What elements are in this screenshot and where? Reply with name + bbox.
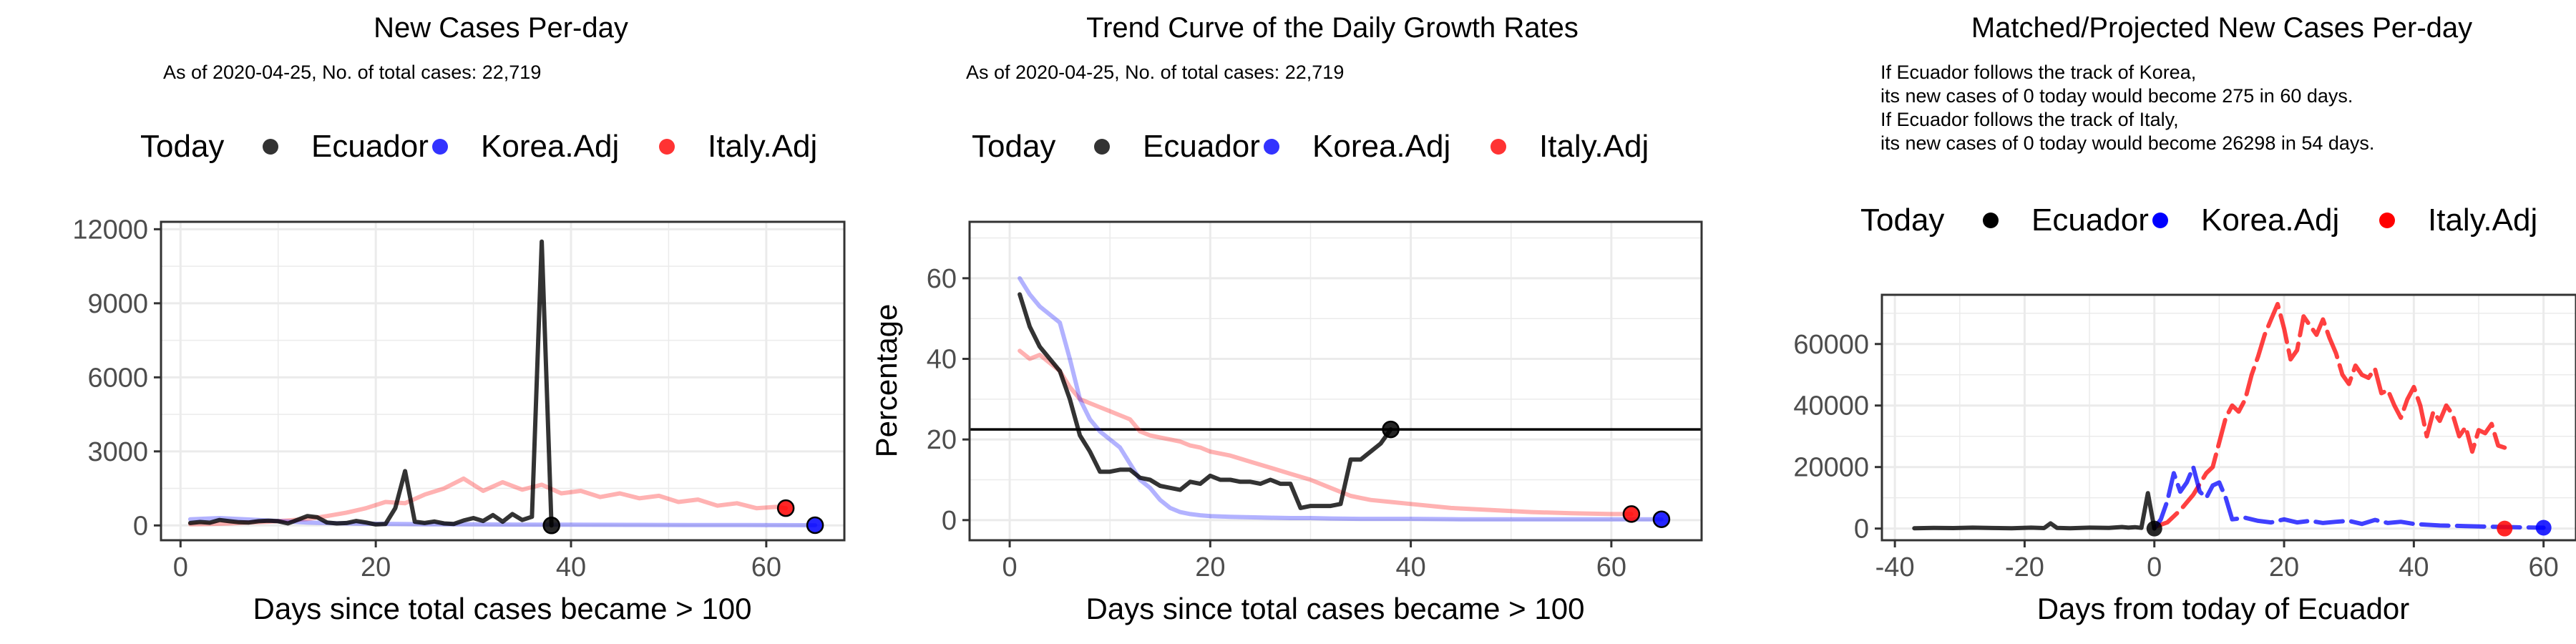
gridlines [970, 222, 1702, 540]
series-line-ecuador [187, 239, 554, 528]
x-tick-label: 20 [1195, 552, 1225, 582]
x-tick-label: 0 [1002, 552, 1017, 582]
legend-label: Italy.Adj [1539, 129, 1649, 164]
y-tick-label: 20 [927, 425, 957, 455]
series-line-italy-adj [1018, 348, 1634, 517]
x-axis-label: Days from today of Ecuador [2037, 592, 2410, 625]
legend-key-korea-adj [1264, 139, 1279, 155]
legend-title: Today [140, 129, 224, 164]
legend-key-ecuador [1983, 213, 1999, 228]
x-tick-label: 40 [556, 552, 586, 582]
x-tick-label: 20 [361, 552, 391, 582]
today-point-korea-adj [806, 516, 824, 535]
plot-background [161, 222, 844, 540]
y-tick-label: 60000 [1793, 330, 1869, 360]
legend-label: Korea.Adj [481, 129, 619, 164]
gridlines [1882, 295, 2576, 540]
today-point-ecuador [2146, 520, 2162, 537]
chart-annotation-line: If Ecuador follows the track of Italy, [1880, 109, 2179, 130]
gridlines [161, 222, 844, 540]
chart-panel-3: Matched/Projected New Cases Per-day If Ec… [1793, 12, 2576, 625]
y-tick-label: 60 [927, 264, 957, 294]
today-point-korea-adj [2535, 519, 2552, 536]
legend-label: Ecuador [2031, 203, 2149, 238]
today-point-italy-adj [1622, 505, 1641, 523]
plot-border [1880, 293, 2576, 542]
today-point-italy-adj [2497, 520, 2513, 537]
y-tick-label: 9000 [87, 289, 148, 319]
legend-key-italy-adj [659, 139, 675, 155]
x-tick-label: -20 [2005, 552, 2044, 582]
chart-title: New Cases Per-day [374, 12, 628, 44]
legend-label: Ecuador [311, 129, 429, 164]
today-point-korea-adj [1652, 510, 1671, 528]
legend-label: Italy.Adj [2428, 203, 2537, 238]
y-axis-label: Percentage [869, 304, 903, 458]
plot-border [968, 220, 1703, 542]
x-tick-label: -40 [1875, 552, 1915, 582]
legend-key-italy-adj [1491, 139, 1506, 155]
chart-panel-2: Trend Curve of the Daily Growth Rates As … [869, 12, 1703, 625]
plot-background [970, 222, 1702, 540]
x-tick-label: 40 [2399, 552, 2429, 582]
legend-key-ecuador [263, 139, 278, 155]
x-tick-label: 40 [1395, 552, 1425, 582]
y-tick-label: 0 [1854, 514, 1869, 545]
chart-title: Trend Curve of the Daily Growth Rates [1086, 12, 1579, 44]
x-tick-label: 60 [2529, 552, 2559, 582]
x-axis-label: Days since total cases became > 100 [1086, 592, 1585, 625]
x-tick-label: 60 [1596, 552, 1626, 582]
today-point-italy-adj [776, 499, 795, 517]
legend-title: Today [1860, 203, 1944, 238]
y-tick-label: 40 [927, 345, 957, 375]
x-tick-label: 60 [751, 552, 781, 582]
chart-subtitle: As of 2020-04-25, No. of total cases: 22… [163, 62, 541, 83]
plot-border [160, 220, 846, 542]
y-tick-label: 0 [133, 511, 148, 541]
x-tick-label: 0 [173, 552, 188, 582]
series-line-korea-adj [1018, 275, 1664, 522]
legend-key-korea-adj [432, 139, 448, 155]
legend-label: Ecuador [1143, 129, 1260, 164]
plot-background [1882, 295, 2576, 540]
y-tick-label: 20000 [1793, 453, 1869, 483]
y-tick-label: 40000 [1793, 391, 1869, 421]
legend-label: Korea.Adj [2201, 203, 2339, 238]
chart-title: Matched/Projected New Cases Per-day [1971, 12, 2472, 44]
series-line-ecuador [1912, 491, 2157, 531]
y-tick-label: 12000 [72, 215, 148, 245]
chart-legend: Today Ecuador Korea.Adj Italy.Adj [140, 129, 817, 164]
x-axis-label: Days since total cases became > 100 [253, 592, 752, 625]
y-tick-label: 3000 [87, 437, 148, 467]
legend-key-korea-adj [2152, 213, 2168, 228]
y-tick-label: 0 [942, 506, 957, 536]
legend-key-ecuador [1094, 139, 1110, 155]
series-line-italy-adj [2152, 301, 2507, 530]
chart-legend: Today Ecuador Korea.Adj Italy.Adj [1860, 203, 2537, 238]
legend-label: Italy.Adj [708, 129, 817, 164]
chart-annotation-line: its new cases of 0 today would become 26… [1880, 132, 2374, 154]
chart-annotation-line: its new cases of 0 today would become 27… [1880, 85, 2353, 107]
legend-label: Korea.Adj [1312, 129, 1450, 164]
y-tick-label: 6000 [87, 363, 148, 393]
x-tick-label: 0 [2147, 552, 2162, 582]
legend-title: Today [972, 129, 1055, 164]
chart-annotation-line: If Ecuador follows the track of Korea, [1880, 62, 2196, 83]
chart-panel-1: New Cases Per-day As of 2020-04-25, No. o… [72, 12, 846, 625]
today-point-ecuador [542, 517, 560, 535]
chart-subtitle: As of 2020-04-25, No. of total cases: 22… [966, 62, 1344, 83]
series-line-ecuador [1018, 292, 1393, 510]
x-tick-label: 20 [2269, 552, 2299, 582]
chart-legend: Today Ecuador Korea.Adj Italy.Adj [972, 129, 1649, 164]
today-point-ecuador [1382, 420, 1400, 439]
legend-key-italy-adj [2379, 213, 2395, 228]
series-line-korea-adj [2152, 464, 2546, 531]
